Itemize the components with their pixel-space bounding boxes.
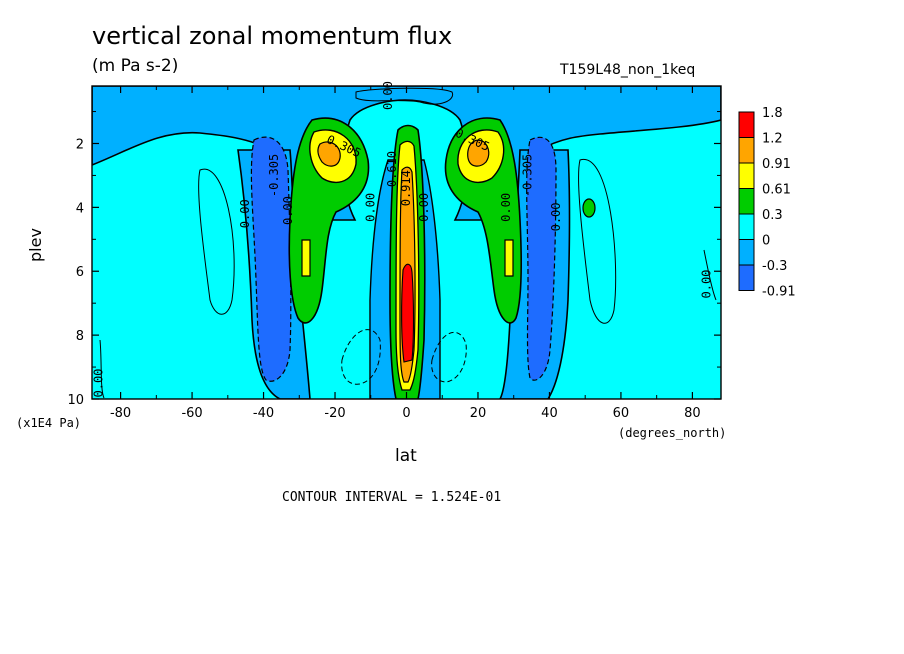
right-green-spot [582,198,596,218]
y-axis-ticks: 2 4 6 8 10 [67,111,721,408]
chart-units: (m Pa s-2) [92,56,179,76]
x-axis-unit: (degrees_north) [618,426,727,440]
right-yellow-small [504,239,514,277]
equatorial-red-core [401,263,415,363]
left-yellow-small [301,239,311,277]
colorbar-swatch [738,213,755,240]
contour-label: 0.00 [699,270,713,299]
x-tick-label: -60 [181,406,202,421]
x-tick-label: 20 [470,406,487,421]
contour-label: 0.00 [417,193,431,222]
y-tick-label: 6 [76,265,84,280]
x-axis-ticks: -80 -60 -40 -20 0 20 40 60 80 [110,86,701,421]
contour-label: 0.00 [499,193,513,222]
contour-label: 0.00 [238,199,252,228]
right-strong-negative-core [526,136,557,381]
y-tick-label: 2 [76,137,84,152]
colorbar-swatch [738,264,755,291]
left-strong-negative-core [250,136,292,382]
y-axis-unit: (x1E4 Pa) [16,416,82,430]
contour-line [99,339,105,399]
colorbar-swatch [738,239,755,266]
contour-line [198,168,235,315]
contour-line [578,159,617,324]
contour-label: 0.00 [549,202,563,231]
colorbar-label: 0.3 [762,208,783,223]
colorbar-swatch [738,137,755,164]
x-tick-label: -20 [324,406,345,421]
colorbar-swatch [738,111,755,138]
contour-label: -0.305 [267,154,281,197]
colorbar-label: -0.3 [762,259,787,274]
x-tick-label: 0 [402,406,410,421]
contour-interval-note: CONTOUR INTERVAL = 1.524E-01 [282,490,502,505]
contour-line [431,332,467,383]
run-id-label: T159L48_non_1keq [560,62,696,78]
contour-label: 0.610 [385,151,399,187]
x-tick-label: -40 [253,406,274,421]
contour-label: 0.00 [381,81,395,110]
contour-label: 0.00 [363,193,377,222]
y-tick-label: 4 [76,201,84,216]
colorbar-label: 0 [762,234,770,249]
x-tick-label: 60 [613,406,630,421]
contour-line [703,249,717,301]
contour-line [355,87,454,105]
contour-line [341,329,381,385]
colorbar: 1.8 1.2 0.91 0.61 0.3 0 -0.3 -0.91 [738,106,796,300]
colorbar-label: 0.91 [762,157,791,172]
contour-field [92,86,721,399]
contour-label: -0.305 [521,154,535,197]
colorbar-label: 0.61 [762,183,791,198]
x-axis-label: lat [395,446,417,466]
colorbar-swatch [738,162,755,189]
colorbar-label: 1.8 [762,106,783,121]
colorbar-label: -0.91 [762,285,796,300]
y-tick-label: 8 [76,329,84,344]
y-tick-label: 10 [67,393,84,408]
colorbar-swatch [738,188,755,215]
x-tick-label: -80 [110,406,131,421]
left-orange-core [317,141,341,167]
x-tick-label: 80 [684,406,701,421]
colorbar-label: 1.2 [762,132,783,147]
contour-label: 0.00 [281,196,295,225]
x-tick-label: 40 [541,406,558,421]
upper-negative-band [92,86,721,221]
right-orange-core [467,139,490,167]
chart-title: vertical zonal momentum flux [92,22,453,50]
contour-label: 0.914 [399,170,413,206]
contour-label: 0.00 [92,369,106,398]
